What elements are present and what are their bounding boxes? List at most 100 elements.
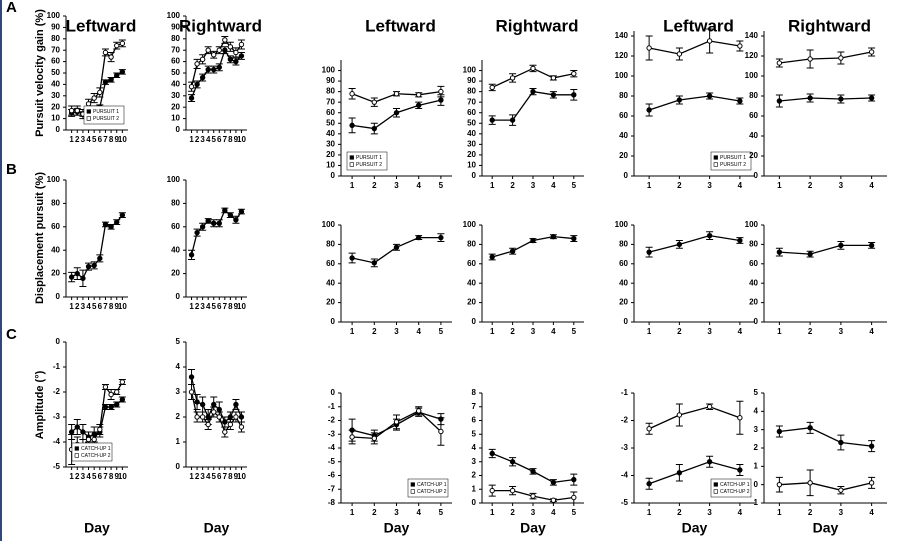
x-tick-label: 6 <box>98 302 103 311</box>
x-tick-label: 9 <box>234 135 239 144</box>
legend-box <box>710 151 752 171</box>
y-tick-label: 20 <box>171 102 180 111</box>
x-tick-label: 5 <box>212 472 217 481</box>
point <box>550 233 557 240</box>
point <box>188 374 195 380</box>
x-tick-label: 2 <box>372 508 377 517</box>
panel: 0 20 40 60 80 100 1 2 3 4 <box>745 220 887 336</box>
point <box>188 95 195 101</box>
point <box>438 234 444 241</box>
panel-letter: C <box>6 326 17 343</box>
y-tick-label: 0 <box>331 317 336 326</box>
x-tick-label: 3 <box>839 327 844 336</box>
point <box>393 110 400 116</box>
point <box>68 429 75 435</box>
y-tick-label: 40 <box>467 278 476 287</box>
x-tick-label: 4 <box>416 508 421 517</box>
x-tick-label: 2 <box>195 302 200 311</box>
y-tick-label: 1 <box>176 437 181 446</box>
y-tick-label: 40 <box>619 131 628 140</box>
point <box>706 93 713 99</box>
x-tick-label: 9 <box>115 135 120 144</box>
point <box>199 74 206 81</box>
series-line <box>648 95 740 111</box>
point <box>807 425 813 431</box>
point <box>509 248 516 254</box>
legend-swatch <box>713 155 718 160</box>
legend-label: PURSUIT 2 <box>720 162 746 168</box>
y-tick-label: 20 <box>171 269 180 278</box>
point <box>550 75 557 81</box>
point <box>211 220 217 226</box>
x-tick-label: 3 <box>200 302 205 311</box>
panel: 0 20 40 60 80 100 1 2 3 4 5 <box>322 220 452 336</box>
y-tick-label: 20 <box>749 298 758 307</box>
point <box>371 99 377 105</box>
point <box>807 251 813 257</box>
point <box>571 92 577 98</box>
x-tick-label: 8 <box>228 302 233 311</box>
point <box>676 97 683 103</box>
point <box>199 414 206 420</box>
point <box>211 66 217 73</box>
point <box>489 84 495 91</box>
point <box>676 412 683 418</box>
y-tick-label: 80 <box>749 91 758 100</box>
point <box>706 232 713 239</box>
point <box>108 54 114 60</box>
x-tick-label: 3 <box>394 181 399 190</box>
x-tick-label: 1 <box>647 327 652 336</box>
y-tick-label: -2 <box>53 387 61 396</box>
panel-letter: A <box>6 0 17 16</box>
x-tick-label: 2 <box>372 181 377 190</box>
y-tick-label: 10 <box>467 161 476 170</box>
point <box>85 436 92 443</box>
x-tick-label: 8 <box>109 302 114 311</box>
y-tick-label: 60 <box>749 111 758 120</box>
point <box>108 224 114 230</box>
x-axis-label: Day <box>204 520 230 536</box>
x-tick-label: 2 <box>195 472 200 481</box>
x-tick-label: 5 <box>439 508 444 517</box>
point <box>97 426 103 433</box>
x-tick-label: 5 <box>439 327 444 336</box>
point <box>194 229 200 236</box>
point <box>676 241 683 248</box>
panel: -8 -7 -6 -5 -4 -3 -2 -1 0 1 2 3 4 5 Day CATCH-UP 1CATCH… <box>328 388 452 536</box>
y-tick-label: 70 <box>171 45 180 54</box>
point <box>349 122 355 129</box>
y-tick-label: 4 <box>472 443 477 452</box>
y-tick-label: 80 <box>467 87 476 96</box>
point <box>530 468 536 475</box>
point <box>233 49 239 56</box>
point <box>119 379 126 385</box>
point <box>371 260 377 266</box>
point <box>868 480 875 486</box>
x-tick-label: 3 <box>531 181 536 190</box>
y-tick-label: -5 <box>621 498 629 507</box>
point <box>676 51 683 57</box>
y-tick-label: 2 <box>472 471 477 480</box>
x-tick-label: 4 <box>416 327 421 336</box>
y-tick-label: 90 <box>467 76 476 85</box>
point <box>838 55 844 61</box>
x-tick-label: 9 <box>234 472 239 481</box>
y-tick-label: 30 <box>326 139 335 148</box>
x-axis-label: Day <box>682 520 708 536</box>
x-tick-label: 1 <box>490 181 495 190</box>
panel: 0 1 2 3 4 5 6 7 8 1 2 3 4 5 Day <box>472 388 584 536</box>
point <box>489 254 495 260</box>
x-tick-label: 1 <box>777 508 782 517</box>
point <box>205 421 211 428</box>
point <box>416 408 422 414</box>
point <box>416 234 422 241</box>
point <box>530 237 536 244</box>
x-tick-label: 2 <box>677 327 682 336</box>
legend-swatch <box>349 162 354 167</box>
point <box>233 58 239 65</box>
y-tick-label: 60 <box>326 108 335 117</box>
y-tick-label: 4 <box>754 406 759 415</box>
point <box>807 56 813 62</box>
x-tick-label: 3 <box>200 472 205 481</box>
x-tick-label: 7 <box>223 302 228 311</box>
